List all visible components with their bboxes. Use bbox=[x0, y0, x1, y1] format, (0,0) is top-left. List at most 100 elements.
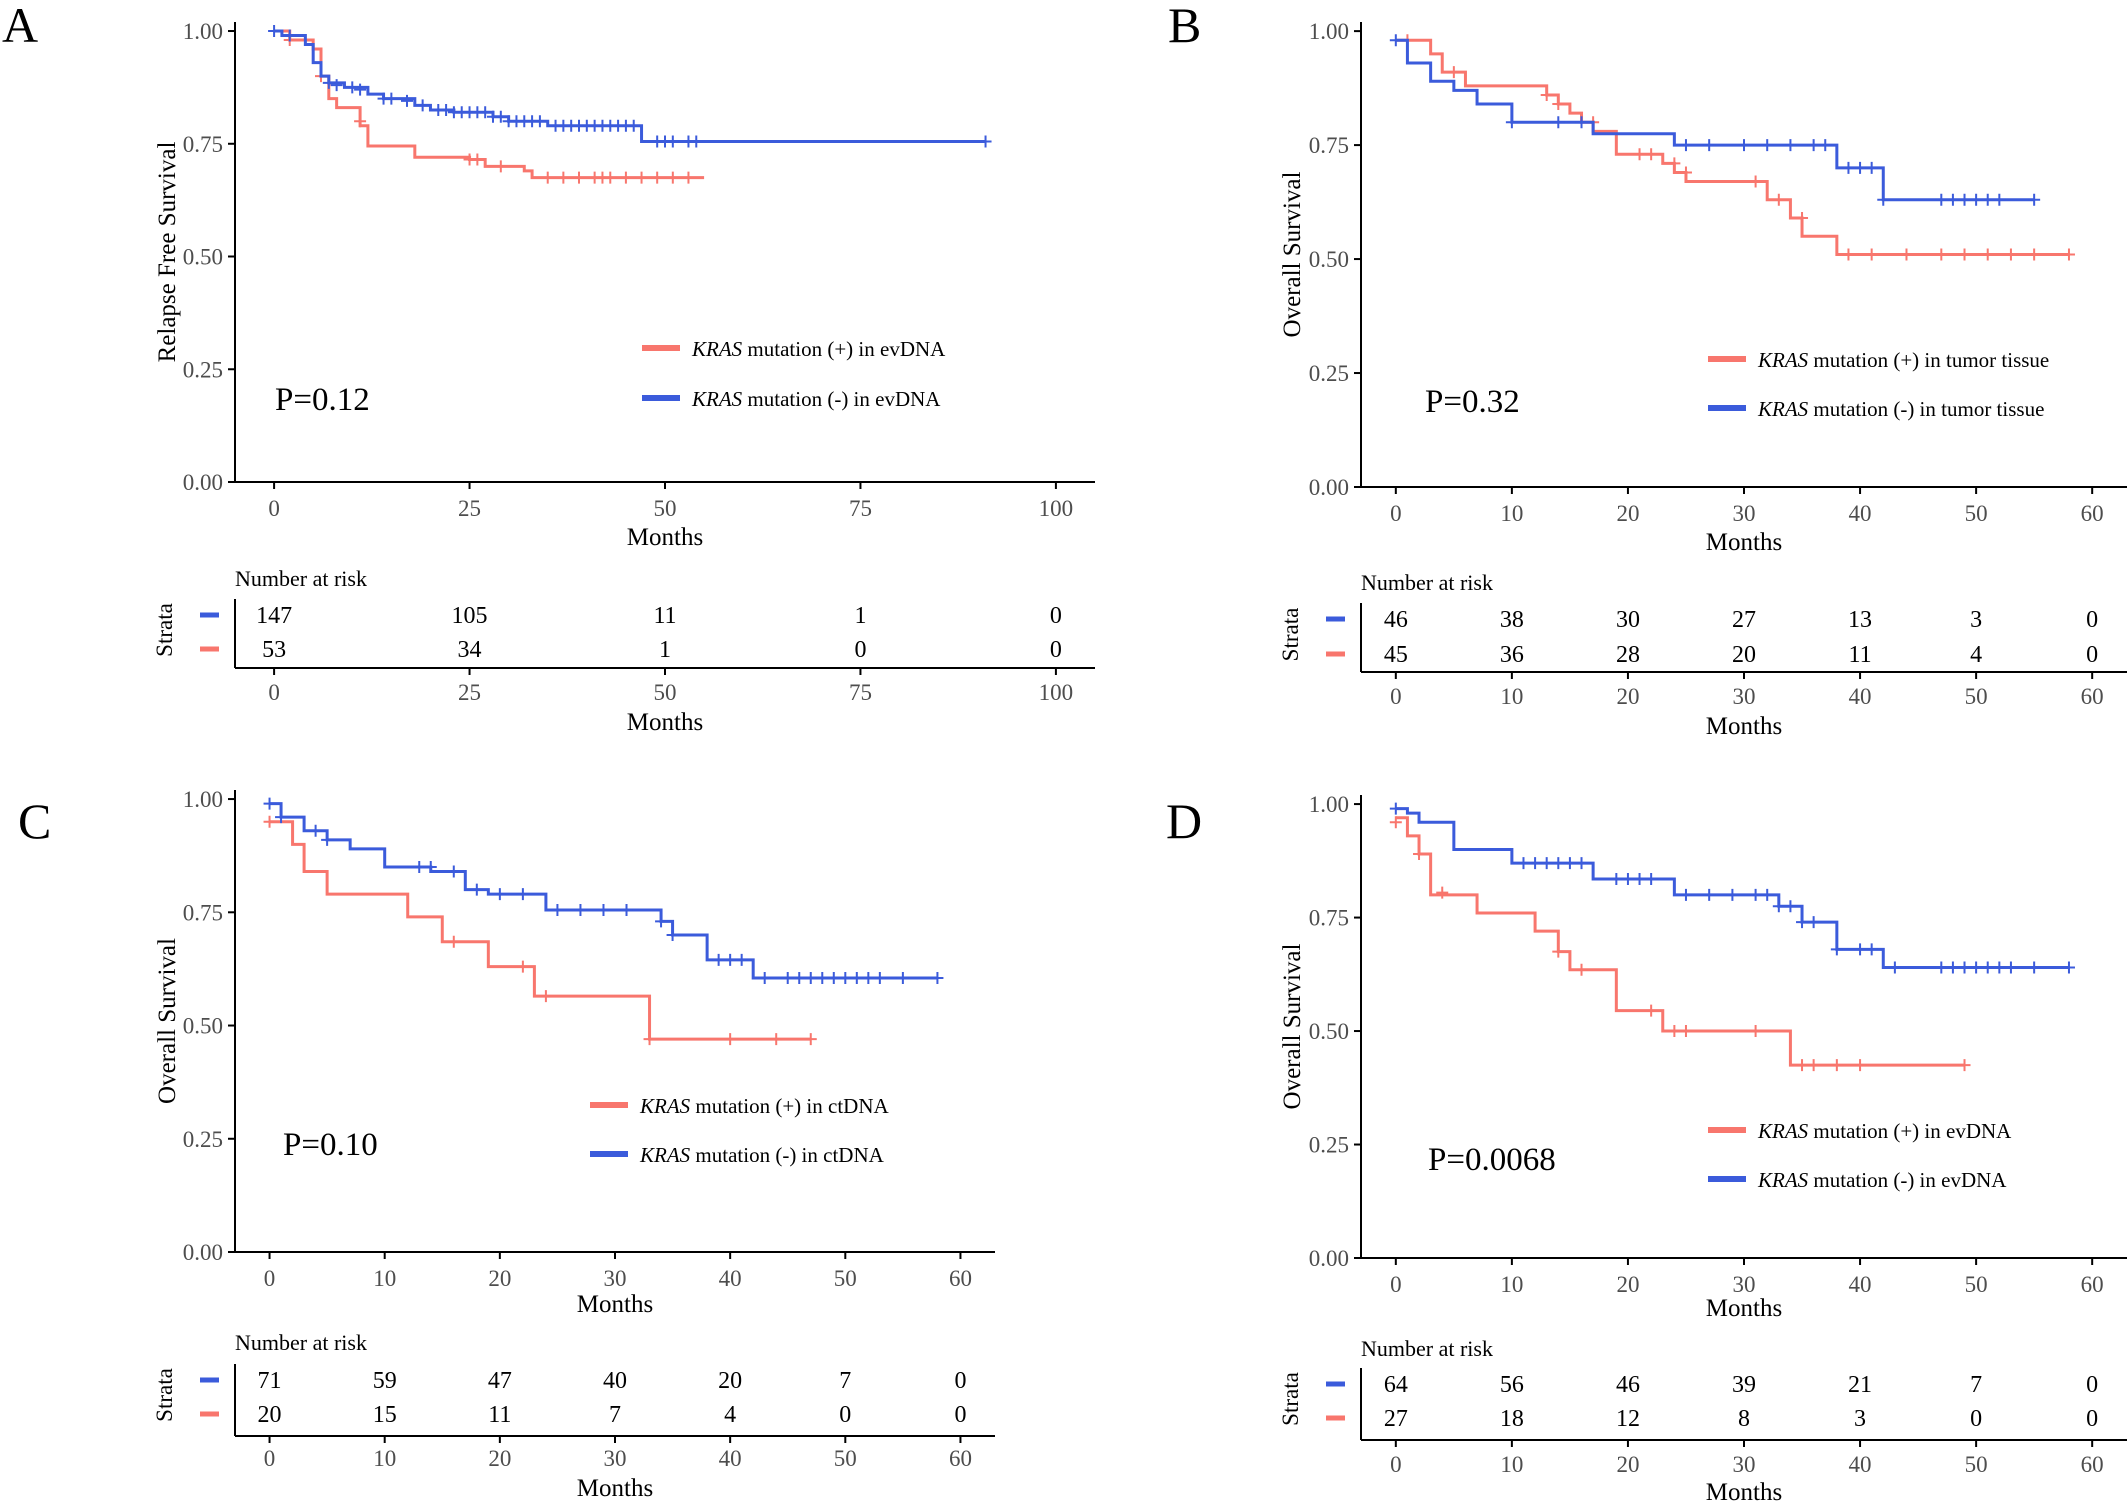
y-tick-label: 1.00 bbox=[1309, 792, 1349, 817]
p-value: P=0.0068 bbox=[1428, 1142, 1556, 1178]
risk-x-tick-label: 40 bbox=[1849, 684, 1872, 709]
censor-mark-negative bbox=[413, 861, 426, 873]
risk-count-positive: 27 bbox=[1384, 1406, 1408, 1432]
censor-mark-negative bbox=[1854, 943, 1867, 956]
x-tick-label: 60 bbox=[2081, 501, 2104, 526]
risk-count-negative: 59 bbox=[373, 1368, 397, 1394]
censor-mark-positive bbox=[263, 815, 276, 828]
censor-mark-negative bbox=[1679, 888, 1692, 901]
censor-mark-positive bbox=[804, 1033, 817, 1046]
risk-x-tick-label: 50 bbox=[1965, 1452, 1988, 1477]
risk-count-positive: 53 bbox=[262, 637, 286, 663]
survival-curve-positive bbox=[1395, 38, 2069, 256]
risk-count-negative: 27 bbox=[1732, 607, 1756, 633]
x-tick-label: 20 bbox=[1616, 1272, 1639, 1297]
y-tick-label: 1.00 bbox=[183, 19, 223, 44]
censor-mark-negative bbox=[1703, 888, 1716, 901]
censor-mark-negative bbox=[1575, 857, 1588, 870]
x-tick-label: 50 bbox=[834, 1266, 857, 1291]
risk-x-tick-label: 10 bbox=[373, 1446, 396, 1471]
censor-mark-negative bbox=[1784, 900, 1797, 913]
censor-mark-negative bbox=[1738, 139, 1750, 152]
risk-count-positive: 45 bbox=[1384, 642, 1408, 668]
censor-mark-negative bbox=[627, 119, 640, 132]
x-tick-label: 10 bbox=[373, 1266, 396, 1291]
legend-text: mutation (+) in tumor tissue bbox=[1808, 348, 2049, 372]
legend-italic: KRAS bbox=[639, 1143, 691, 1167]
censor-mark-negative bbox=[1749, 888, 1762, 901]
x-axis-label: Months bbox=[627, 524, 703, 551]
censor-mark-positive bbox=[1981, 248, 1994, 261]
censor-mark-positive bbox=[2062, 248, 2075, 261]
legend-italic: KRAS bbox=[691, 387, 743, 411]
risk-count-positive: 0 bbox=[2086, 1406, 2098, 1432]
censor-mark-negative bbox=[793, 971, 806, 984]
censor-mark-negative bbox=[804, 971, 817, 984]
legend-italic: KRAS bbox=[1757, 1119, 1809, 1143]
legend-italic: KRAS bbox=[691, 337, 743, 361]
km-panel: C0.000.250.500.751.000 10 20 30 40 50 60Overal… bbox=[18, 787, 995, 1502]
risk-count-positive: 34 bbox=[458, 637, 482, 663]
risk-table-title: Number at risk bbox=[235, 1330, 367, 1355]
y-axis-label: Overall Survival bbox=[1279, 171, 1306, 337]
risk-count-positive: 3 bbox=[1854, 1406, 1866, 1432]
censor-mark-negative bbox=[2004, 961, 2017, 974]
censor-mark-negative bbox=[690, 135, 703, 148]
censor-mark-negative bbox=[816, 971, 829, 984]
p-value: P=0.32 bbox=[1425, 384, 1520, 420]
survival-curve-positive bbox=[269, 820, 811, 1041]
risk-count-negative: 0 bbox=[954, 1368, 966, 1394]
risk-x-tick-label: 60 bbox=[949, 1446, 972, 1471]
risk-table-strata-label: Strata bbox=[152, 1368, 177, 1422]
censor-mark-negative bbox=[1563, 857, 1576, 870]
censor-mark-positive bbox=[1668, 157, 1681, 170]
censor-mark-negative bbox=[2062, 961, 2075, 974]
censor-mark-negative bbox=[1877, 193, 1890, 206]
censor-mark-positive bbox=[643, 1033, 656, 1046]
censor-mark-positive bbox=[1633, 148, 1646, 161]
risk-count-positive: 0 bbox=[839, 1402, 851, 1428]
censor-mark-negative bbox=[1610, 872, 1623, 885]
censor-mark-negative bbox=[1389, 34, 1402, 47]
x-tick-label: 100 bbox=[1039, 496, 1074, 521]
censor-mark-positive bbox=[1749, 175, 1762, 188]
censor-mark-negative bbox=[1540, 857, 1553, 870]
censor-mark-negative bbox=[322, 76, 335, 89]
y-tick-label: 0.50 bbox=[1309, 247, 1349, 272]
y-tick-label: 0.25 bbox=[183, 357, 223, 382]
risk-count-negative: 21 bbox=[1848, 1372, 1872, 1398]
x-tick-label: 10 bbox=[1500, 1272, 1523, 1297]
risk-table-title: Number at risk bbox=[1361, 570, 1493, 595]
legend-text: mutation (-) in evDNA bbox=[742, 387, 941, 411]
x-tick-label: 30 bbox=[604, 1266, 627, 1291]
censor-mark-negative bbox=[1784, 139, 1797, 152]
panel-label: B bbox=[1168, 0, 1201, 53]
censor-mark-negative bbox=[1970, 961, 1983, 974]
risk-table-title: Number at risk bbox=[235, 566, 367, 591]
censor-mark-positive bbox=[1552, 945, 1565, 958]
risk-table-x-axis-label: Months bbox=[577, 1475, 653, 1502]
survival-curve-negative bbox=[1395, 38, 2035, 202]
censor-mark-negative bbox=[1958, 193, 1971, 206]
censor-mark-negative bbox=[873, 971, 886, 984]
risk-count-negative: 3 bbox=[1970, 607, 1982, 633]
legend-italic: KRAS bbox=[1757, 348, 1809, 372]
y-tick-label: 0.75 bbox=[183, 132, 223, 157]
survival-curve-negative bbox=[1395, 807, 2069, 969]
censor-mark-negative bbox=[1946, 961, 1959, 974]
censor-mark-positive bbox=[471, 153, 484, 166]
censor-mark-negative bbox=[1981, 193, 1994, 206]
risk-count-positive: 0 bbox=[1970, 1406, 1982, 1432]
censor-mark-positive bbox=[354, 115, 367, 128]
legend-entry-negative: KRAS mutation (-) in tumor tissue bbox=[1757, 397, 2044, 421]
censor-mark-positive bbox=[557, 171, 570, 184]
censor-mark-negative bbox=[574, 904, 587, 917]
x-tick-label: 75 bbox=[849, 496, 872, 521]
censor-mark-negative bbox=[655, 915, 668, 928]
censor-mark-positive bbox=[1935, 248, 1948, 261]
censor-mark-positive bbox=[1865, 248, 1878, 261]
risk-x-tick-label: 25 bbox=[458, 680, 481, 705]
risk-count-negative: 0 bbox=[1050, 603, 1062, 629]
x-tick-label: 50 bbox=[1965, 1272, 1988, 1297]
risk-x-tick-label: 100 bbox=[1039, 680, 1074, 705]
